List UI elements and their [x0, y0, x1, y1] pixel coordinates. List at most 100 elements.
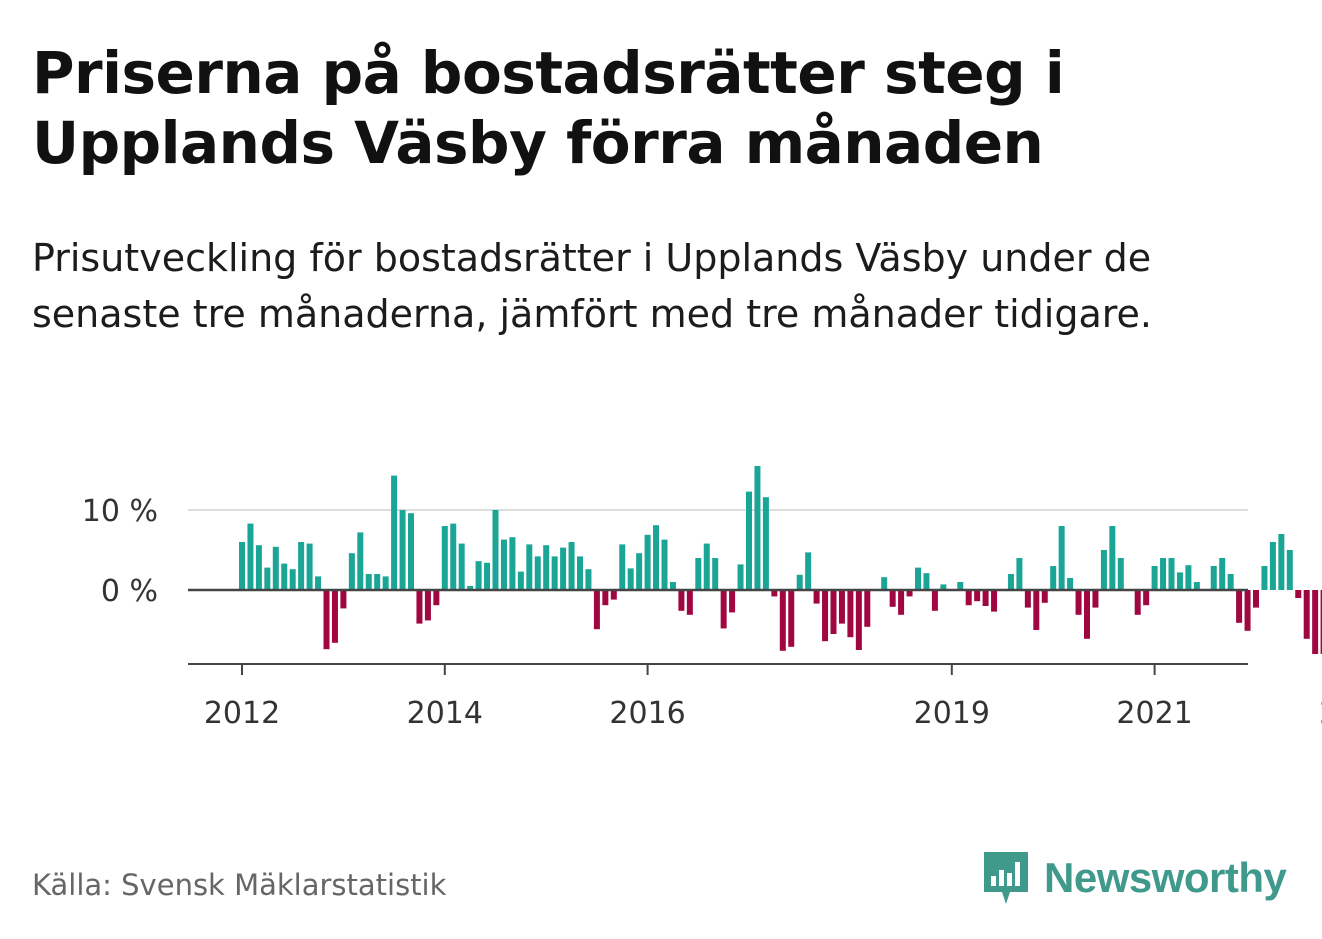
bar: [450, 523, 457, 590]
newsworthy-logo: Newsworthy: [980, 848, 1287, 908]
bar: [348, 553, 355, 590]
bar: [500, 539, 507, 590]
bar: [779, 590, 786, 651]
chart-subtitle: Prisutveckling för bostadsrätter i Uppla…: [32, 236, 1152, 336]
bar: [475, 561, 482, 590]
bar: [1236, 590, 1243, 623]
bar: [653, 525, 660, 590]
bar: [1176, 572, 1183, 590]
x-tick-label: 2019: [914, 696, 990, 731]
bar: [1261, 566, 1268, 590]
bar: [1210, 566, 1217, 590]
bar: [568, 542, 575, 590]
bar: [610, 590, 617, 600]
bar: [1303, 590, 1310, 639]
bar: [441, 526, 448, 590]
bar: [239, 542, 245, 590]
bar: [408, 513, 414, 590]
bar: [627, 568, 634, 590]
bar: [965, 590, 972, 606]
bar: [788, 590, 795, 647]
bar: [636, 553, 643, 590]
bar: [1143, 590, 1150, 606]
bar: [1007, 574, 1014, 590]
bar-chart: 0 %10 %2012201420162019202120233 %: [82, 466, 1322, 731]
bar: [754, 466, 761, 590]
bar: [416, 590, 423, 624]
bar: [585, 569, 592, 590]
bar: [1193, 582, 1200, 590]
bar: [805, 552, 812, 590]
bar: [289, 569, 296, 590]
bar: [695, 558, 702, 590]
bar: [686, 590, 693, 615]
bar: [391, 475, 398, 590]
bar: [855, 590, 862, 650]
bar: [1092, 590, 1099, 608]
newsworthy-logo-icon: [984, 852, 1028, 904]
bar: [771, 590, 778, 597]
bar: [315, 576, 322, 590]
bar: [830, 590, 837, 634]
bar: [1269, 542, 1276, 590]
bar: [1151, 566, 1158, 590]
bar: [1075, 590, 1082, 615]
bar: [906, 590, 913, 597]
bar: [991, 590, 998, 612]
x-tick-label: 2016: [609, 696, 685, 731]
bar: [729, 590, 736, 613]
bar: [323, 590, 330, 650]
bar: [1134, 590, 1141, 615]
bar: [1320, 590, 1322, 654]
bar: [703, 543, 710, 590]
x-tick-label: 2023: [1319, 696, 1322, 731]
bar: [484, 562, 491, 590]
bar: [458, 543, 465, 590]
bar: [982, 590, 989, 606]
bar: [669, 582, 676, 590]
bar: [560, 547, 567, 590]
bar: [543, 545, 550, 590]
bar: [957, 582, 964, 590]
bar: [374, 574, 381, 590]
bar: [1253, 590, 1259, 608]
bar: [526, 544, 533, 590]
bar: [1312, 590, 1319, 654]
bar: [1278, 534, 1285, 590]
bar: [923, 573, 930, 590]
bar: [974, 590, 981, 602]
bar: [915, 567, 921, 590]
bar: [1058, 526, 1065, 590]
bar: [331, 590, 338, 643]
bar: [593, 590, 600, 630]
bar: [720, 590, 727, 629]
bar: [881, 577, 888, 590]
bar: [255, 545, 262, 590]
newsworthy-logo-text: Newsworthy: [1044, 854, 1287, 901]
bar: [644, 534, 651, 590]
bar: [340, 590, 347, 609]
bar: [399, 510, 406, 590]
bar: [1168, 558, 1175, 590]
bar: [272, 546, 279, 590]
bar: [1109, 526, 1116, 590]
bar: [577, 556, 583, 590]
bar: [619, 544, 626, 590]
bar: [1050, 566, 1057, 590]
bar: [1227, 574, 1234, 590]
bar: [898, 590, 905, 615]
source-note: Källa: Svensk Mäklarstatistik: [32, 868, 447, 902]
bar: [357, 532, 364, 590]
bar: [534, 556, 541, 590]
bar: [1084, 590, 1090, 639]
bar: [1185, 565, 1192, 590]
bar: [1219, 558, 1226, 590]
bar: [889, 590, 896, 607]
bar: [762, 497, 769, 590]
bar: [1100, 550, 1107, 590]
bar: [1041, 590, 1048, 603]
bar: [838, 590, 845, 624]
bar: [678, 590, 685, 611]
bar: [382, 576, 389, 590]
bar: [1295, 590, 1302, 598]
